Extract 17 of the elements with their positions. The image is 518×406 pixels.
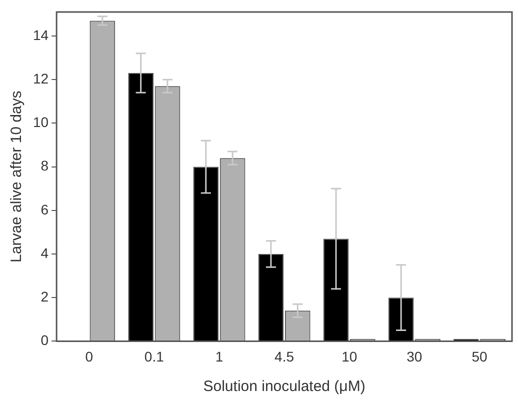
x-tick-label: 50 <box>472 348 488 364</box>
x-tick-label: 30 <box>406 348 422 364</box>
x-tick-label: 0 <box>85 348 94 364</box>
x-tick-label: 4.5 <box>274 348 294 364</box>
y-axis-title: Larvae alive after 10 days <box>8 90 26 262</box>
y-tick-label: 6 <box>40 201 49 218</box>
x-tick-label: 10 <box>342 348 358 364</box>
y-tick-label: 14 <box>32 26 49 43</box>
y-tick-label: 0 <box>40 332 49 348</box>
y-tick-label: 2 <box>40 288 49 304</box>
y-tick-label: 10 <box>32 114 49 130</box>
x-axis-title: Solution inoculated (μM) <box>203 378 366 396</box>
x-tick-label: 0.1 <box>144 348 164 364</box>
x-tick-label: 1 <box>215 348 224 364</box>
y-tick-label: 4 <box>40 244 49 261</box>
y-tick-label: 12 <box>32 70 49 86</box>
y-tick-label: 8 <box>40 158 49 174</box>
